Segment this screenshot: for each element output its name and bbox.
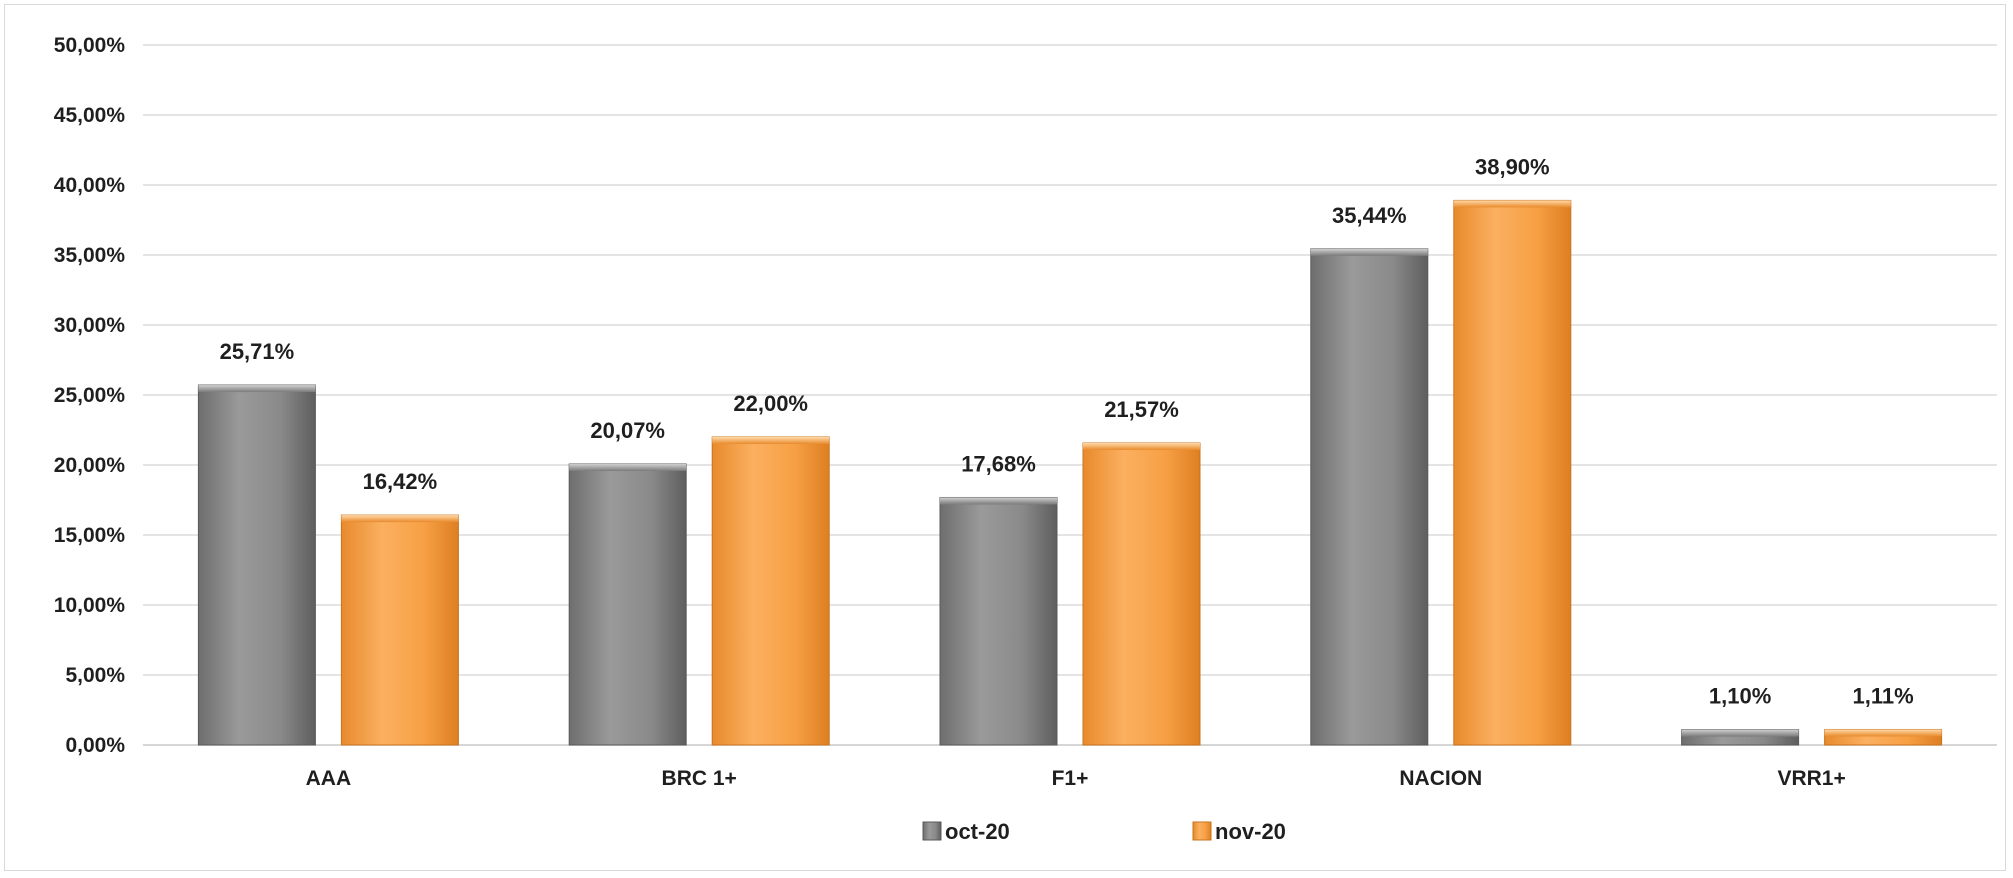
bar-nov-20-brc-1-	[711, 436, 830, 746]
legend: oct-20 nov-20	[922, 819, 1286, 844]
bar-chart: 0,00% 5,00% 10,00% 15,00% 20,00% 25,00% 30,00%…	[54, 34, 1997, 844]
y-axis: 0,00% 5,00% 10,00% 15,00% 20,00% 25,00% 30,00%…	[54, 34, 126, 757]
y-tick-label: 15,00%	[54, 524, 126, 547]
data-label: 35,44%	[1332, 203, 1407, 228]
data-label: 20,07%	[590, 418, 665, 443]
bar-bevel	[1681, 729, 1799, 737]
bar-bevel	[1824, 729, 1942, 737]
bar-oct-20-brc-1-	[568, 463, 687, 746]
y-tick-label: 5,00%	[65, 664, 125, 687]
bar-bevel	[940, 497, 1057, 505]
bar-bevel	[1453, 200, 1571, 208]
bar-nov-20-aaa	[340, 514, 459, 746]
y-tick-label: 40,00%	[54, 174, 126, 197]
data-label: 1,10%	[1709, 684, 1771, 709]
x-tick-label: VRR1+	[1777, 767, 1845, 790]
legend-label: nov-20	[1215, 819, 1286, 844]
legend-swatch	[922, 821, 942, 841]
data-label: 1,11%	[1853, 683, 1914, 708]
bar-oct-20-nacion	[1310, 248, 1429, 746]
bar-bevel	[569, 464, 687, 472]
bar-bevel	[198, 385, 316, 393]
x-tick-label: BRC 1+	[662, 767, 737, 790]
bar-oct-20-f1-	[939, 496, 1058, 746]
data-label: 25,71%	[220, 339, 295, 364]
data-label: 38,90%	[1475, 154, 1550, 179]
bar-bevel	[1310, 248, 1428, 256]
bar-bevel	[712, 437, 830, 444]
y-tick-label: 25,00%	[54, 384, 126, 407]
data-label: 21,57%	[1104, 397, 1179, 422]
data-label: 17,68%	[961, 451, 1036, 476]
y-tick-label: 30,00%	[54, 314, 126, 337]
legend-swatch	[1192, 821, 1212, 841]
legend-label: oct-20	[945, 819, 1010, 844]
bar-bevel	[341, 515, 459, 523]
x-tick-label: AAA	[306, 767, 352, 790]
data-label: 16,42%	[363, 469, 438, 494]
data-label: 22,00%	[733, 391, 808, 416]
bar-nov-20-f1-	[1082, 442, 1201, 746]
y-tick-label: 45,00%	[54, 104, 126, 127]
data-labels: 25,71% 16,42% 20,07% 22,00% 17,68% 21,57% 35,4…	[220, 154, 1914, 708]
y-tick-label: 20,00%	[54, 454, 126, 477]
bar-oct-20-aaa	[197, 384, 316, 746]
x-axis: AAA BRC 1+ F1+ NACION VRR1+	[306, 767, 1846, 790]
x-tick-label: F1+	[1052, 767, 1089, 790]
chart-frame: 0,00% 5,00% 10,00% 15,00% 20,00% 25,00% 30,00%…	[4, 4, 2006, 871]
y-tick-label: 35,00%	[54, 244, 126, 267]
bar-nov-20-nacion	[1453, 199, 1572, 746]
y-tick-label: 10,00%	[54, 594, 126, 617]
bar-bevel	[1083, 443, 1200, 451]
y-tick-label: 50,00%	[54, 34, 126, 57]
y-tick-label: 0,00%	[65, 734, 125, 757]
x-tick-label: NACION	[1399, 767, 1482, 790]
bars	[197, 199, 1943, 746]
